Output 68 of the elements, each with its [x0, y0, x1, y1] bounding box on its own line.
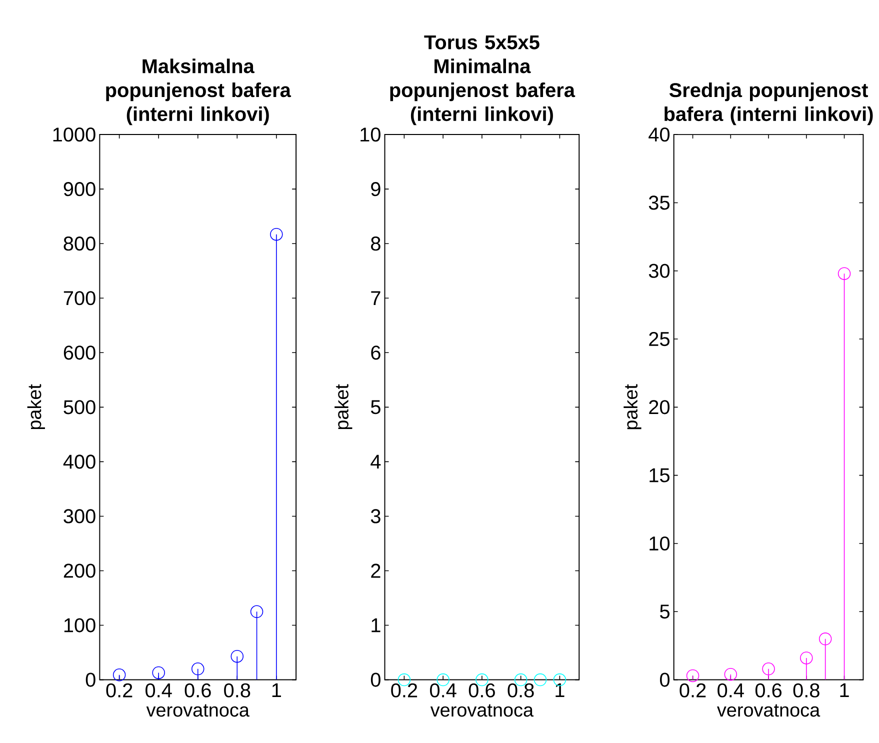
- y-tick-label: 40: [648, 128, 670, 142]
- y-tick-label: 10: [360, 128, 380, 142]
- point: [838, 267, 851, 280]
- x-tick-label: 0.2: [680, 684, 706, 698]
- chart-title: Srednja popunjenost bafera (interni linkovi): [664, 82, 873, 126]
- y-tick-label: 30: [648, 264, 670, 278]
- y-tick-label: 25: [649, 332, 670, 346]
- x-tick-label: 0.8: [224, 684, 250, 698]
- y-tick-label: 15: [650, 468, 670, 482]
- x-axis-title: verovatnoca: [146, 704, 250, 717]
- point: [686, 670, 700, 682]
- y-tick-label: 700: [64, 291, 96, 306]
- y-tick-label: 100: [64, 618, 96, 633]
- chart-title: Maksimalna popunjenost bafera (interni linkovi): [106, 58, 292, 126]
- chart-title: Torus 5x5x5: [424, 36, 540, 50]
- x-axis-title: verovatnoca: [430, 704, 534, 717]
- x-tick-label: 0.2: [106, 684, 132, 698]
- y-axis-title: paket: [334, 384, 352, 430]
- x-axis-title: verovatnoca: [717, 704, 820, 717]
- x-tick-label: 0.2: [391, 684, 418, 698]
- y-tick-label: 5: [370, 400, 380, 414]
- point: [152, 666, 165, 680]
- y-tick-label: 1000: [53, 128, 96, 142]
- point: [230, 650, 244, 663]
- y-tick-label: 8: [371, 236, 380, 251]
- x-tick-label: 0.8: [508, 684, 534, 698]
- y-tick-label: 0: [660, 672, 670, 688]
- y-tick-label: 300: [64, 509, 96, 524]
- y-tick-label: 0: [370, 672, 380, 688]
- y-tick-label: 900: [64, 182, 96, 196]
- x-tick-label: 1: [272, 684, 281, 698]
- point: [270, 228, 283, 241]
- point: [818, 632, 832, 646]
- x-tick-label: 0.4: [430, 684, 456, 698]
- x-tick-label: 0.4: [146, 684, 172, 698]
- y-tick-label: 3: [370, 509, 380, 524]
- y-tick-label: 35: [648, 196, 670, 210]
- x-tick-label: 1: [840, 684, 849, 698]
- x-tick-label: 0.6: [468, 684, 495, 698]
- y-tick-label: 7: [371, 291, 380, 306]
- y-tick-label: 200: [64, 564, 96, 578]
- y-tick-label: 6: [371, 346, 380, 360]
- y-tick-label: 1: [372, 618, 380, 632]
- y-tick-label: 4: [370, 455, 381, 469]
- point: [191, 662, 204, 676]
- y-tick-label: 2: [371, 564, 380, 578]
- point: [762, 662, 775, 676]
- y-tick-label: 10: [650, 536, 670, 551]
- chart-subtitle: Minimalna popunjenost bafera (interni linkovi): [390, 58, 576, 126]
- point: [250, 605, 264, 618]
- y-tick-label: 500: [64, 400, 96, 414]
- point: [112, 668, 126, 682]
- y-axis-title: paket: [27, 384, 45, 430]
- y-tick-label: 20: [649, 400, 670, 414]
- y-tick-label: 800: [64, 236, 96, 251]
- x-tick-label: 0.6: [755, 684, 782, 698]
- x-tick-label: 0.6: [184, 684, 211, 698]
- x-tick-label: 0.4: [718, 684, 744, 698]
- x-tick-label: 0.8: [793, 684, 820, 698]
- y-tick-label: 600: [64, 346, 96, 360]
- point: [800, 652, 813, 665]
- y-tick-label: 400: [63, 454, 96, 469]
- point: [724, 668, 738, 681]
- y-axis-title: paket: [624, 384, 642, 430]
- y-tick-label: 5: [660, 604, 670, 619]
- y-tick-label: 9: [371, 182, 380, 196]
- x-tick-label: 1: [556, 684, 564, 698]
- y-tick-label: 0: [86, 672, 96, 688]
